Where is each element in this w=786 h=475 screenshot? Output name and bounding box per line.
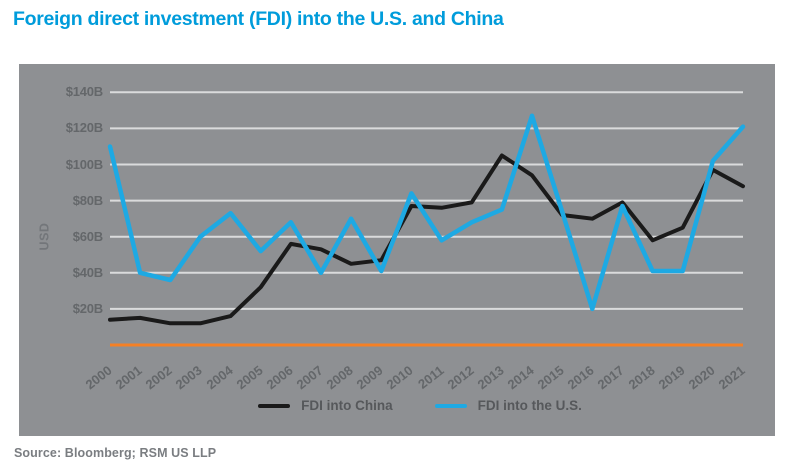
y-tick-label: $100B: [65, 156, 104, 172]
y-tick-label: $80B: [72, 192, 103, 208]
y-tick-label: $140B: [65, 84, 104, 100]
chart-plot-svg: [107, 91, 746, 347]
y-tick-label: $20B: [72, 300, 103, 316]
y-tick-label: $120B: [65, 120, 104, 136]
legend-label: FDI into China: [301, 398, 393, 413]
legend-label: FDI into the U.S.: [477, 398, 582, 413]
chart-panel: USD $20B $40B $60B $80B $100B $120B $140B 2000…: [19, 64, 775, 436]
series-line-1: [107, 113, 746, 312]
series-line-0: [108, 153, 745, 326]
chart-legend: FDI into China FDI into the U.S.: [19, 398, 775, 413]
legend-item: FDI into the U.S.: [434, 398, 582, 413]
y-tick-label: $60B: [72, 228, 103, 244]
chart-title: Foreign direct investment (FDI) into the…: [13, 8, 504, 30]
source-note: Source: Bloomberg; RSM US LLP: [14, 446, 217, 460]
y-tick-label: $40B: [72, 264, 103, 280]
legend-line-swatch: [434, 403, 467, 408]
legend-item: FDI into China: [258, 398, 393, 413]
legend-line-swatch: [258, 403, 291, 408]
